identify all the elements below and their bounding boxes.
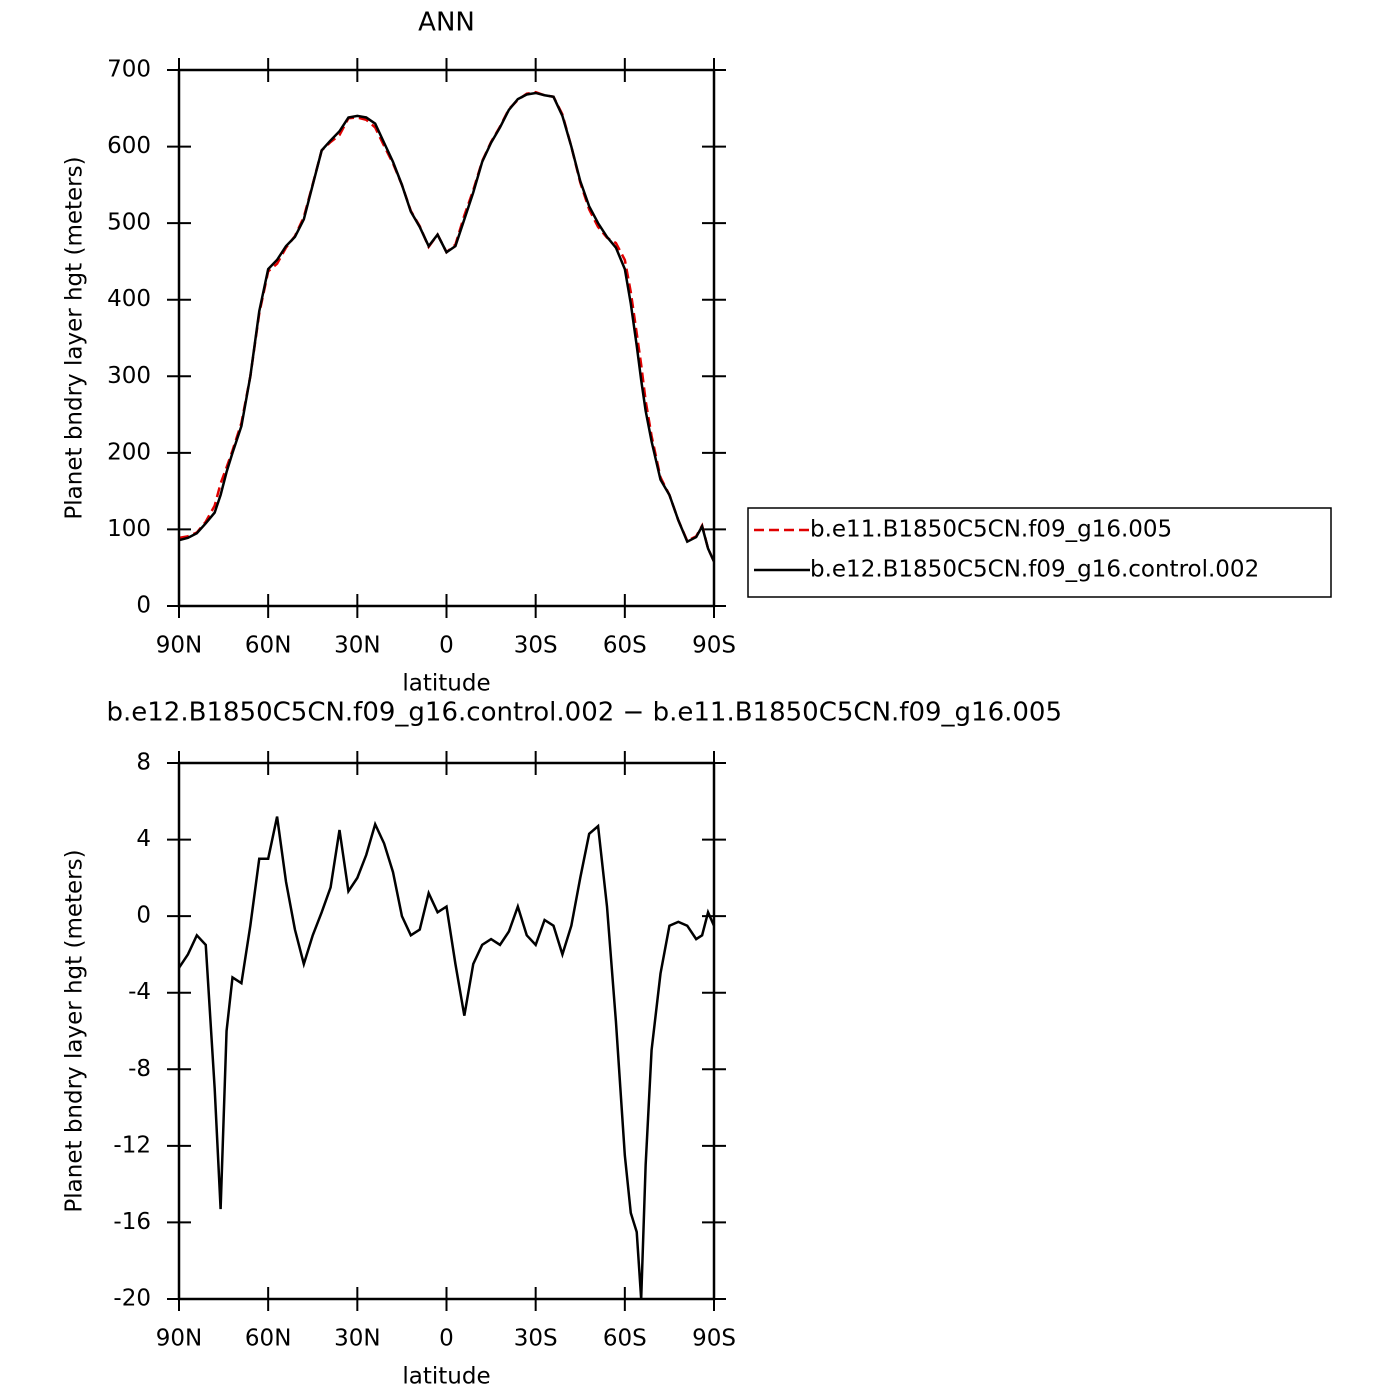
- x-tick-label: 30S: [514, 1326, 558, 1352]
- legend-label: b.e11.B1850C5CN.f09_g16.005: [810, 517, 1172, 543]
- y-tick-label: 400: [107, 286, 151, 312]
- y-tick-label: 700: [107, 57, 151, 83]
- x-tick-label: 90N: [156, 633, 202, 659]
- legend-label: b.e12.B1850C5CN.f09_g16.control.002: [810, 557, 1259, 583]
- data-line: [178, 91, 716, 563]
- x-tick-label: 30S: [514, 633, 558, 659]
- x-tick-label: 60N: [245, 1326, 291, 1352]
- y-tick-label: 600: [107, 133, 151, 159]
- y-tick-label: -16: [113, 1209, 151, 1235]
- y-tick-label: 4: [136, 826, 151, 852]
- y-tick-label: -12: [113, 1132, 151, 1158]
- data-line: [177, 816, 716, 1300]
- x-tick-label: 60N: [245, 633, 291, 659]
- x-tick-label: 90S: [692, 1326, 736, 1352]
- chart-title: b.e12.B1850C5CN.f09_g16.control.002 − b.…: [107, 698, 1063, 728]
- x-tick-label: 60S: [603, 633, 647, 659]
- y-tick-label: -8: [128, 1056, 151, 1082]
- x-tick-label: 60S: [603, 1326, 647, 1352]
- x-axis-label: latitude: [402, 671, 490, 697]
- x-tick-label: 30N: [334, 633, 380, 659]
- y-tick-label: 300: [107, 363, 151, 389]
- chart-title: ANN: [418, 8, 475, 38]
- y-axis-label: Planet bndry layer hgt (meters): [62, 849, 88, 1212]
- y-tick-label: 8: [136, 750, 151, 776]
- y-tick-label: -20: [113, 1286, 151, 1312]
- y-tick-label: 100: [107, 516, 151, 542]
- y-tick-label: 500: [107, 210, 151, 236]
- plot-frame: [177, 761, 716, 1301]
- x-tick-label: 0: [439, 1326, 454, 1352]
- y-axis-label: Planet bndry layer hgt (meters): [62, 156, 88, 519]
- x-tick-label: 90S: [692, 633, 736, 659]
- x-axis-label: latitude: [402, 1364, 490, 1390]
- y-tick-label: 0: [136, 903, 151, 929]
- plot-frame: [177, 68, 716, 608]
- legend-box: [747, 507, 1332, 598]
- x-tick-label: 90N: [156, 1326, 202, 1352]
- x-tick-label: 30N: [334, 1326, 380, 1352]
- y-tick-label: 0: [136, 593, 151, 619]
- y-tick-label: 200: [107, 439, 151, 465]
- x-tick-label: 0: [439, 633, 454, 659]
- y-tick-label: -4: [128, 979, 151, 1005]
